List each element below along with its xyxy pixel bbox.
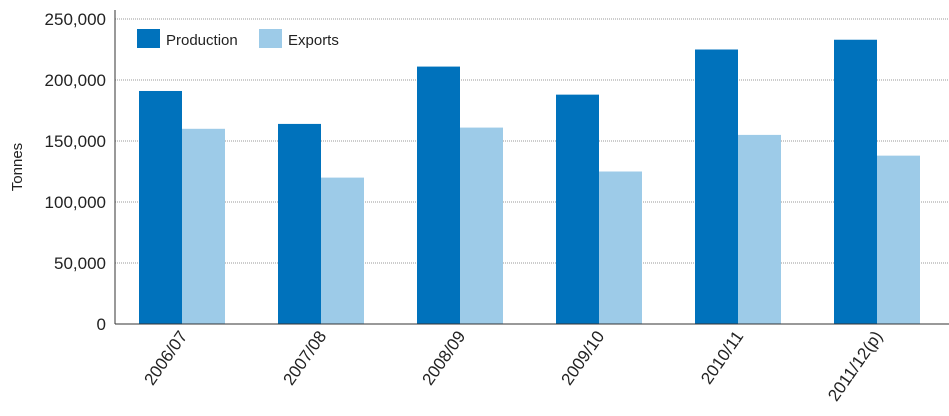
- gridlines: [115, 18, 949, 264]
- bar-production: [556, 94, 599, 324]
- y-tick-label: 100,000: [45, 193, 106, 212]
- legend-label-production: Production: [166, 32, 238, 49]
- bar-exports: [321, 177, 364, 324]
- bar-exports: [877, 155, 920, 324]
- bar-exports: [599, 171, 642, 324]
- x-tick-label: 2010/11: [697, 327, 747, 387]
- legend-label-exports: Exports: [288, 32, 339, 49]
- x-tick-label: 2009/10: [557, 327, 608, 388]
- legend-swatch-production: [137, 29, 160, 48]
- y-tick-label: 250,000: [45, 10, 106, 29]
- bar-production: [417, 66, 460, 324]
- x-tick-label: 2007/08: [279, 327, 330, 388]
- y-tick-label: 200,000: [45, 71, 106, 90]
- legend-swatch-exports: [259, 29, 282, 48]
- bar-exports: [460, 127, 503, 324]
- y-axis-title: Tonnes: [9, 143, 26, 191]
- y-tick-label: 0: [97, 315, 106, 334]
- x-tick-label: 2006/07: [140, 327, 191, 388]
- bars: [139, 39, 920, 325]
- x-tick-label: 2008/09: [418, 327, 469, 388]
- bar-exports: [738, 134, 781, 324]
- x-tick-labels: 2006/07 2007/08 2008/09 2009/10 2010/11 2011/…: [140, 327, 886, 404]
- axes: [114, 10, 949, 325]
- bar-production: [834, 39, 877, 325]
- y-tick-label: 150,000: [45, 132, 106, 151]
- x-tick-label: 2011/12(p): [824, 327, 886, 404]
- bar-exports: [182, 128, 225, 324]
- y-tick-label: 50,000: [54, 254, 106, 273]
- bar-production: [139, 90, 182, 324]
- y-tick-labels: 0 50,000 100,000 150,000 200,000 250,000: [45, 10, 106, 334]
- bar-production: [278, 123, 321, 324]
- bar-production: [695, 49, 738, 324]
- legend: Production Exports: [137, 29, 339, 49]
